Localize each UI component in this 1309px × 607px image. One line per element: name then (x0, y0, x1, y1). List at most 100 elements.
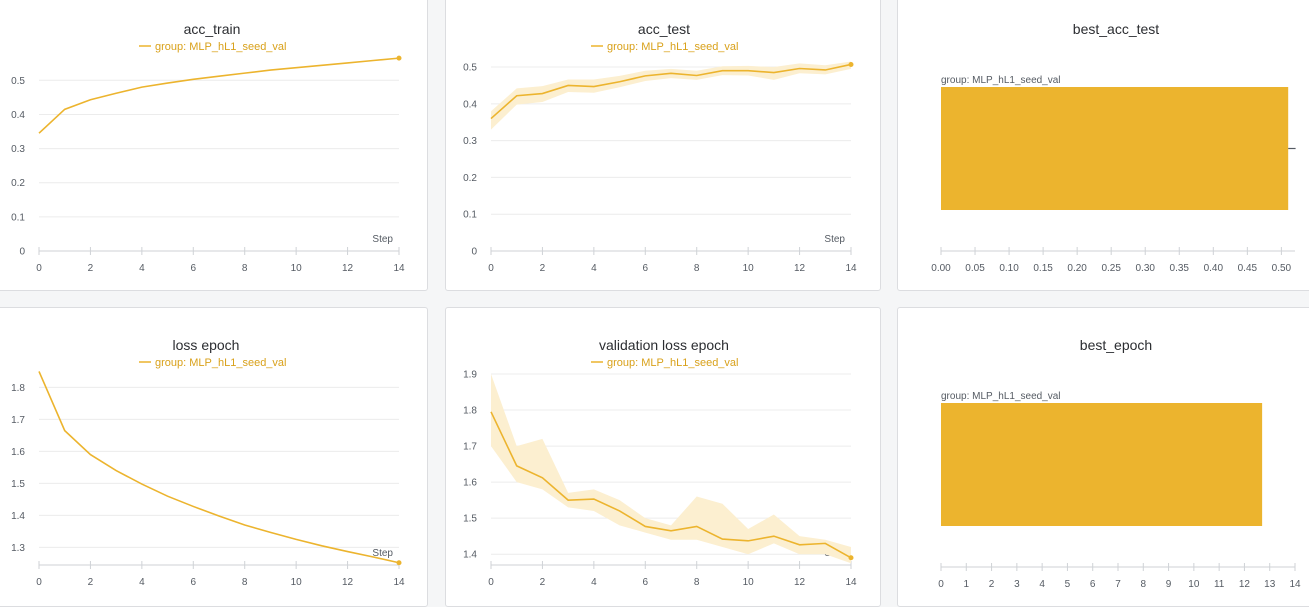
y-tick-label: 0 (471, 247, 477, 258)
x-tick-label: 8 (242, 577, 248, 588)
x-tick-label: 14 (393, 263, 405, 274)
x-tick-label: 4 (139, 577, 145, 588)
x-tick-label: 6 (643, 263, 649, 274)
x-tick-label: 6 (1090, 579, 1096, 590)
bar-category-label: group: MLP_hL1_seed_val (941, 75, 1061, 86)
x-tick-label: 8 (242, 263, 248, 274)
y-tick-label: 1.3 (11, 543, 25, 554)
x-tick-label: 2 (540, 263, 546, 274)
y-tick-label: 1.6 (463, 478, 477, 489)
series-endpoint (848, 61, 854, 67)
x-tick-label: 13 (1264, 579, 1276, 590)
y-tick-label: 1.6 (11, 447, 25, 458)
y-tick-label: 0.1 (11, 212, 25, 223)
confidence-band (491, 374, 851, 564)
x-tick-label: 10 (743, 263, 755, 274)
y-tick-label: 0.3 (463, 136, 477, 147)
validation-loss-epoch-chart: validation loss epoch group: MLP_hL1_see… (463, 337, 857, 588)
bar-category-label: group: MLP_hL1_seed_val (941, 391, 1061, 402)
series-endpoint (396, 55, 402, 61)
y-tick-label: 1.4 (463, 550, 477, 561)
x-tick-label: 2 (88, 263, 94, 274)
bar (941, 87, 1289, 210)
x-tick-label: 0.00 (931, 263, 951, 274)
acc-test-chart: acc_test group: MLP_hL1_seed_val 0 0.1 0.2… (463, 21, 857, 274)
chart-panel-acc-train: acc_train group: MLP_hL1_seed_val 0 0.1 0.… (0, 0, 428, 291)
loss-epoch-chart: loss epoch group: MLP_hL1_seed_val 1.3 1.… (11, 337, 405, 588)
series-endpoint (396, 560, 402, 566)
x-tick-label: 12 (342, 577, 354, 588)
x-tick-label: 0 (488, 263, 494, 274)
series-endpoint (848, 555, 854, 561)
series-line (490, 63, 852, 120)
y-tick-label: 1.8 (11, 383, 25, 394)
y-tick-label: 1.8 (463, 406, 477, 417)
series-line (490, 411, 852, 559)
x-tick-label: 0.25 (1101, 263, 1121, 274)
x-tick-label: 7 (1115, 579, 1121, 590)
x-tick-label: 0.45 (1238, 263, 1258, 274)
x-tick-label: 12 (794, 577, 806, 588)
y-tick-label: 0.2 (11, 178, 25, 189)
x-tick-label: 8 (694, 577, 700, 588)
legend-label: group: MLP_hL1_seed_val (607, 357, 738, 369)
x-tick-label: 0.30 (1135, 263, 1155, 274)
x-tick-label: 6 (191, 577, 197, 588)
y-tick-label: 0.2 (463, 173, 477, 184)
chart-title: best_epoch (1080, 337, 1152, 353)
best-acc-test-chart: best_acc_test group: MLP_hL1_seed_val 0.… (931, 21, 1296, 274)
y-tick-label: 0.5 (11, 76, 25, 87)
legend-label: group: MLP_hL1_seed_val (155, 41, 286, 53)
y-tick-label: 1.7 (11, 415, 25, 426)
chart-title: validation loss epoch (599, 337, 729, 353)
x-tick-label: 1 (964, 579, 970, 590)
acc-train-chart: acc_train group: MLP_hL1_seed_val 0 0.1 0.… (11, 21, 405, 274)
x-tick-label: 0.10 (999, 263, 1019, 274)
confidence-band (491, 61, 851, 130)
series-line (38, 57, 400, 134)
y-tick-label: 1.5 (463, 514, 477, 525)
x-tick-label: 10 (291, 577, 303, 588)
x-tick-label: 14 (393, 577, 405, 588)
y-tick-label: 0.4 (11, 110, 25, 121)
x-tick-label: 2 (989, 579, 995, 590)
series-line (38, 371, 400, 564)
x-tick-label: 0.35 (1170, 263, 1190, 274)
y-tick-label: 1.4 (11, 511, 25, 522)
chart-title: loss epoch (173, 337, 240, 353)
chart-panel-validation-loss-epoch: validation loss epoch group: MLP_hL1_see… (445, 307, 881, 607)
x-tick-label: 0.05 (965, 263, 985, 274)
x-tick-label: 4 (591, 577, 597, 588)
legend-label: group: MLP_hL1_seed_val (155, 357, 286, 369)
x-tick-label: 14 (1289, 579, 1301, 590)
x-tick-label: 0 (36, 577, 42, 588)
chart-title: acc_test (638, 21, 690, 37)
y-tick-label: 1.9 (463, 370, 477, 381)
x-tick-label: 9 (1166, 579, 1172, 590)
x-tick-label: 12 (1239, 579, 1251, 590)
y-tick-label: 1.7 (463, 442, 477, 453)
x-tick-label: 8 (1141, 579, 1147, 590)
x-tick-label: 10 (1188, 579, 1200, 590)
x-tick-label: 0.20 (1067, 263, 1087, 274)
y-tick-label: 0.4 (463, 99, 477, 110)
x-tick-label: 5 (1065, 579, 1071, 590)
chart-title: best_acc_test (1073, 21, 1159, 37)
legend-label: group: MLP_hL1_seed_val (607, 41, 738, 53)
x-tick-label: 10 (291, 263, 303, 274)
x-axis-label: Step (824, 234, 845, 245)
y-tick-label: 0.3 (11, 144, 25, 155)
y-tick-label: 0.5 (463, 63, 477, 74)
x-tick-label: 11 (1214, 579, 1225, 590)
chart-title: acc_train (184, 21, 241, 37)
x-tick-label: 12 (342, 263, 354, 274)
x-tick-label: 3 (1014, 579, 1020, 590)
x-tick-label: 4 (1039, 579, 1045, 590)
x-tick-label: 2 (88, 577, 94, 588)
chart-panel-loss-epoch: loss epoch group: MLP_hL1_seed_val 1.3 1.… (0, 307, 428, 607)
y-tick-label: 0 (19, 247, 25, 258)
x-tick-label: 6 (643, 577, 649, 588)
y-tick-label: 0.1 (463, 210, 477, 221)
